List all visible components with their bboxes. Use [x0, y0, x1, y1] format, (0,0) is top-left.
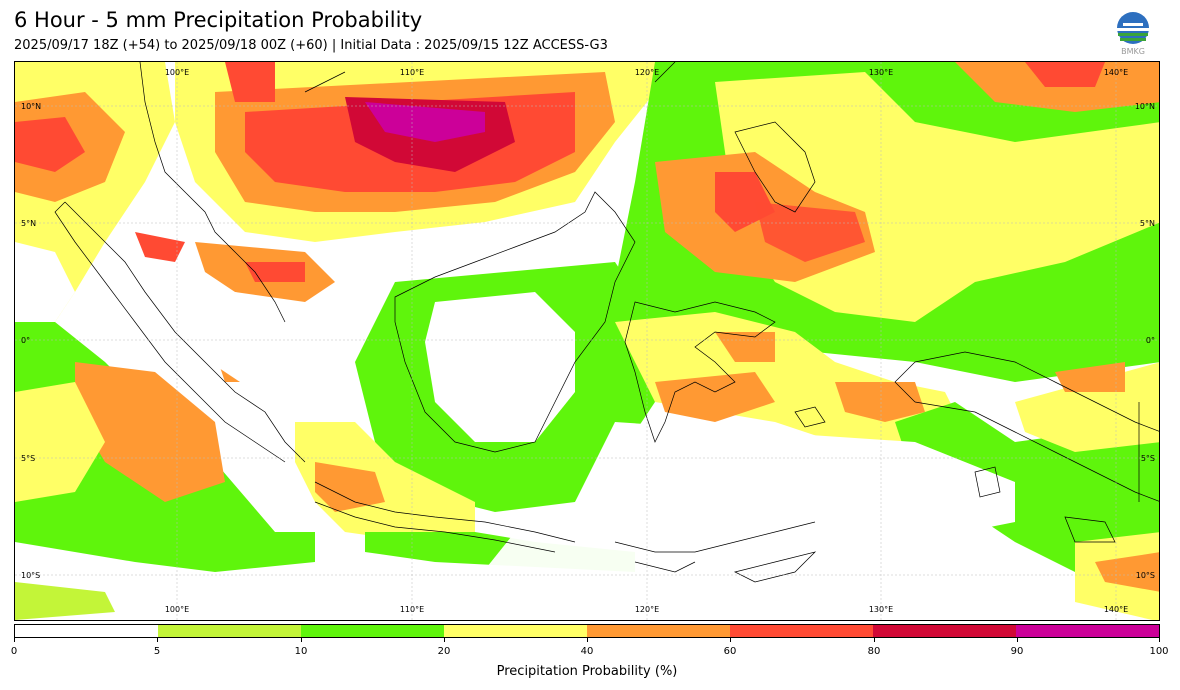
precipitation-map: 100°E 110°E 120°E 130°E 140°E 100°E 110°…: [14, 61, 1160, 621]
colorbar-label: Precipitation Probability (%): [496, 664, 678, 679]
colorbar-tick-label: 0: [10, 646, 18, 657]
lon-label: 100°E: [165, 605, 189, 614]
colorbar-segment: [301, 625, 444, 637]
colorbar-tick: [444, 638, 445, 642]
colorbar-tick-label: 5: [153, 646, 161, 657]
colorbar-tick-label: 40: [580, 646, 594, 657]
colorbar-tick-label: 90: [1010, 646, 1024, 657]
colorbar: [14, 624, 1160, 638]
gridlines: [15, 62, 1159, 620]
lon-label: 140°E: [1104, 605, 1128, 614]
colorbar-tick: [1017, 638, 1018, 642]
lon-label: 120°E: [635, 68, 659, 77]
lat-label: 10°S: [1136, 571, 1155, 580]
lat-labels-right: 10°N 5°N 0° 5°S 10°S: [1135, 102, 1155, 580]
colorbar-segment: [730, 625, 873, 637]
colorbar-tick-label: 10: [294, 646, 308, 657]
colorbar-segment: [1016, 625, 1159, 637]
lat-labels-left: 10°N 5°N 0° 5°S 10°S: [21, 102, 41, 580]
lat-label: 10°S: [21, 571, 40, 580]
lon-label: 110°E: [400, 68, 424, 77]
chart-subtitle: 2025/09/17 18Z (+54) to 2025/09/18 00Z (…: [14, 38, 608, 53]
colorbar-segment: [873, 625, 1016, 637]
colorbar-tick-label: 60: [723, 646, 737, 657]
bmkg-logo-icon: BMKG: [1112, 10, 1154, 56]
colorbar-tick: [14, 638, 15, 642]
probability-fields: [15, 62, 1159, 620]
colorbar-segment: [15, 625, 158, 637]
lat-label: 0°: [1146, 336, 1155, 345]
lat-label: 5°S: [21, 454, 35, 463]
lon-label: 110°E: [400, 605, 424, 614]
logo-text: BMKG: [1121, 47, 1145, 56]
colorbar-tick: [301, 638, 302, 642]
lat-label: 10°N: [1135, 102, 1155, 111]
chart-title: 6 Hour - 5 mm Precipitation Probability: [14, 8, 423, 32]
coastlines: [54, 62, 1159, 583]
lon-label: 120°E: [635, 605, 659, 614]
lon-label: 130°E: [869, 605, 893, 614]
colorbar-segment: [158, 625, 301, 637]
lat-label: 0°: [21, 336, 30, 345]
colorbar-tick: [1159, 638, 1160, 642]
lat-label: 5°N: [1140, 219, 1155, 228]
colorbar-tick: [874, 638, 875, 642]
lat-label: 10°N: [21, 102, 41, 111]
lon-labels-bottom: 100°E 110°E 120°E 130°E 140°E: [165, 605, 1128, 614]
lon-label: 140°E: [1104, 68, 1128, 77]
lon-label: 100°E: [165, 68, 189, 77]
colorbar-segment: [444, 625, 587, 637]
lat-label: 5°S: [1141, 454, 1155, 463]
colorbar-tick-label: 100: [1149, 646, 1169, 657]
colorbar-tick: [157, 638, 158, 642]
lon-label: 130°E: [869, 68, 893, 77]
colorbar-ticks: 0 5 10 20 40 60 80 90 100: [10, 638, 1169, 658]
colorbar-tick-label: 20: [437, 646, 451, 657]
colorbar-tick: [730, 638, 731, 642]
lon-labels-top: 100°E 110°E 120°E 130°E 140°E: [165, 68, 1128, 77]
colorbar-tick-label: 80: [867, 646, 881, 657]
colorbar-tick: [587, 638, 588, 642]
lat-label: 5°N: [21, 219, 36, 228]
colorbar-segment: [587, 625, 730, 637]
